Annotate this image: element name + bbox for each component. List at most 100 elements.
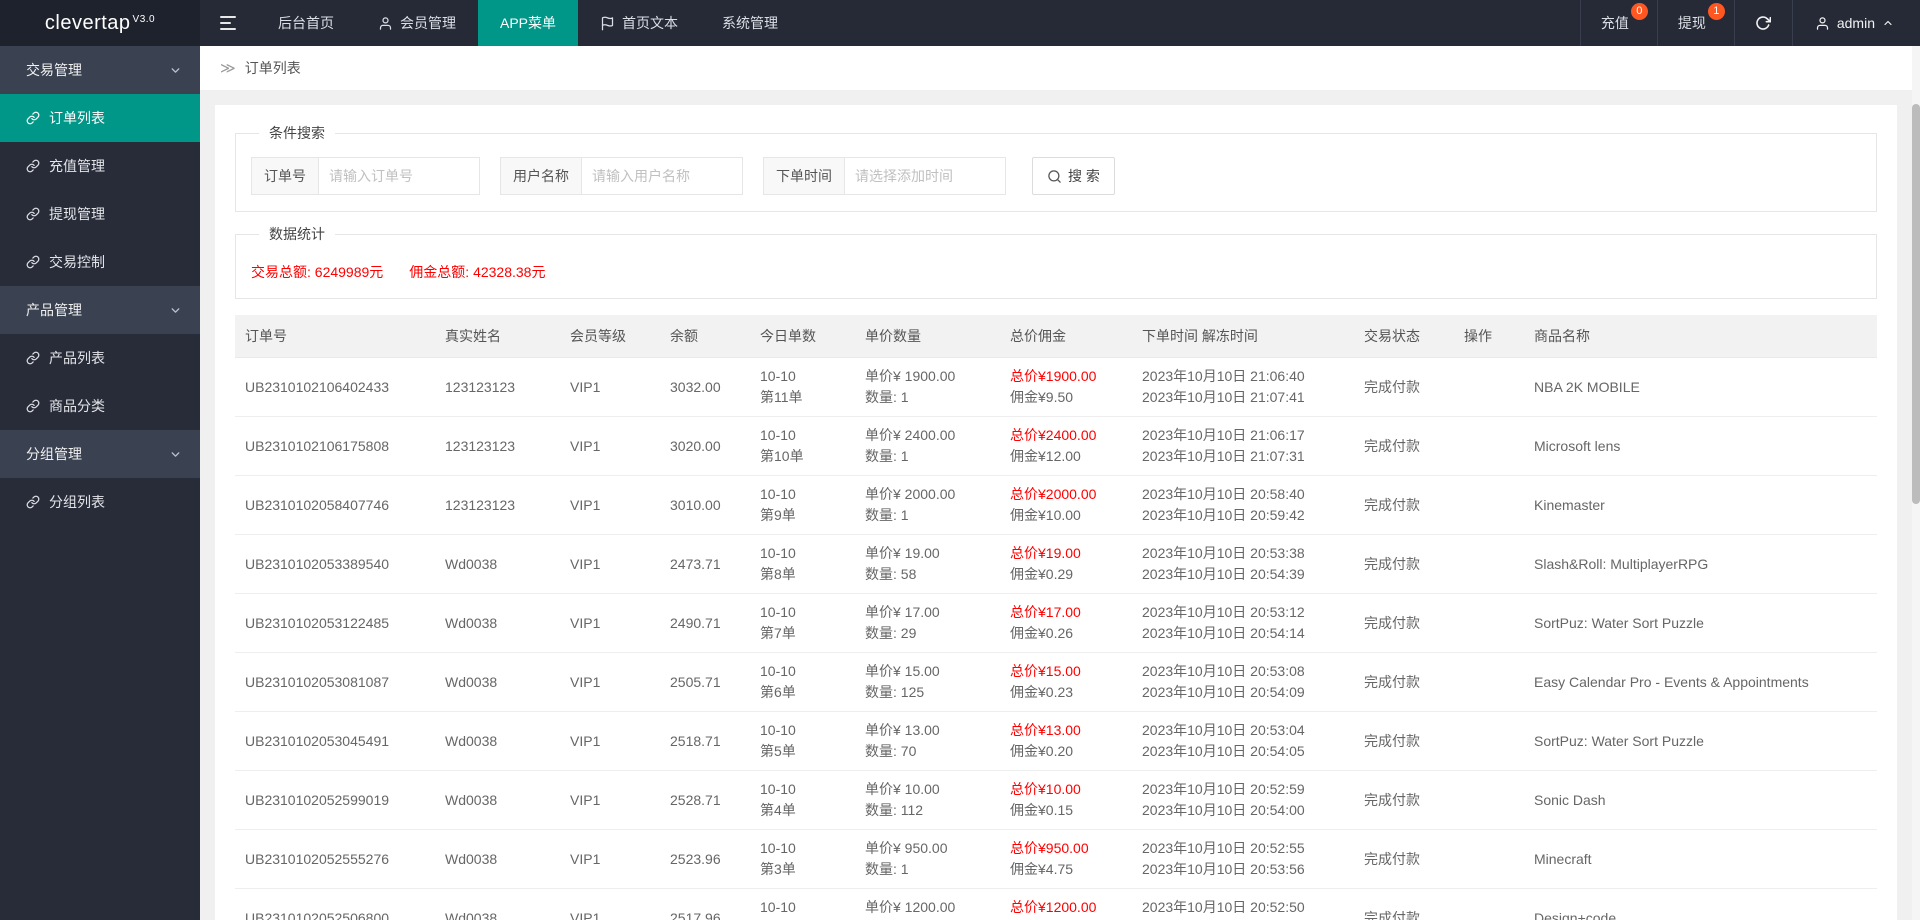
cell-unit-qty: 单价¥ 950.00 数量: 1: [855, 829, 1000, 889]
col-total-commission: 总价佣金: [1000, 315, 1132, 358]
cell-action: [1454, 711, 1524, 771]
cell-level: VIP1: [560, 770, 660, 830]
cell-today-count: 10-10 第6单: [750, 652, 855, 712]
cell-status: 完成付款: [1354, 534, 1454, 594]
col-status: 交易状态: [1354, 315, 1454, 358]
cell-action: [1454, 888, 1524, 920]
sidebar-item-withdraw-mgmt[interactable]: 提现管理: [0, 190, 200, 238]
cell-level: VIP1: [560, 416, 660, 476]
link-icon: [26, 207, 40, 221]
cell-total-commission: 总价¥2400.00 佣金¥12.00: [1000, 416, 1132, 476]
cell-balance: 2523.96: [660, 829, 750, 889]
order-time-input[interactable]: [844, 157, 1006, 195]
cell-action: [1454, 593, 1524, 653]
scrollbar-thumb[interactable]: [1912, 104, 1920, 504]
hamburger-icon: [220, 16, 236, 18]
cell-unit-qty: 单价¥ 2400.00 数量: 1: [855, 416, 1000, 476]
cell-times: 2023年10月10日 20:58:40 2023年10月10日 20:59:42: [1132, 475, 1354, 535]
cell-level: VIP1: [560, 829, 660, 889]
sidebar-group-trade[interactable]: 交易管理: [0, 46, 200, 94]
cell-balance: 2518.71: [660, 711, 750, 771]
sidebar-item-product-list[interactable]: 产品列表: [0, 334, 200, 382]
cell-total-commission: 总价¥17.00 佣金¥0.26: [1000, 593, 1132, 653]
withdraw-button[interactable]: 提现 1: [1656, 0, 1734, 46]
sidebar-item-order-list[interactable]: 订单列表: [0, 94, 200, 142]
sidebar-toggle-button[interactable]: [200, 0, 256, 46]
refresh-button[interactable]: [1733, 0, 1792, 46]
username-input[interactable]: [581, 157, 743, 195]
recharge-button[interactable]: 充值 0: [1579, 0, 1657, 46]
breadcrumb: ≫ 订单列表: [200, 46, 1912, 90]
cell-real-name: Wd0038: [435, 593, 560, 653]
sidebar-group-grouping[interactable]: 分组管理: [0, 430, 200, 478]
nav-item-dashboard[interactable]: 后台首页: [278, 15, 334, 31]
cell-total-commission: 总价¥10.00 佣金¥0.15: [1000, 770, 1132, 830]
cell-status: 完成付款: [1354, 652, 1454, 712]
cell-unit-qty: 单价¥ 10.00 数量: 112: [855, 770, 1000, 830]
orders-table: 订单号 真实姓名 会员等级 余额 今日单数 单价数量 总价佣金 下单时间 解冻时…: [235, 315, 1877, 920]
cell-real-name: Wd0038: [435, 652, 560, 712]
search-row: 订单号 用户名称 下单时间 搜 索: [251, 157, 1861, 195]
stats-legend: 数据统计: [269, 226, 325, 242]
cell-level: VIP1: [560, 711, 660, 771]
cell-unit-qty: 单价¥ 15.00 数量: 125: [855, 652, 1000, 712]
flag-icon: [601, 16, 614, 30]
cell-times: 2023年10月10日 21:06:40 2023年10月10日 21:07:41: [1132, 357, 1354, 417]
sidebar-item-recharge-mgmt[interactable]: 充值管理: [0, 142, 200, 190]
cell-level: VIP1: [560, 357, 660, 417]
user-menu[interactable]: admin: [1791, 0, 1920, 46]
search-button[interactable]: 搜 索: [1032, 157, 1115, 195]
order-time-label: 下单时间: [763, 157, 844, 195]
cell-today-count: 10-10第2单: [750, 888, 855, 920]
sidebar-item-goods-category[interactable]: 商品分类: [0, 382, 200, 430]
username-group: 用户名称: [500, 157, 743, 195]
nav-item-app-menu[interactable]: APP菜单: [478, 0, 579, 46]
cell-order-no: UB2310102052506800: [235, 888, 435, 920]
link-icon: [26, 399, 40, 413]
cell-unit-qty: 单价¥ 1900.00 数量: 1: [855, 357, 1000, 417]
page-scrollbar[interactable]: [1912, 46, 1920, 920]
order-time-group: 下单时间: [763, 157, 1006, 195]
page-title: 订单列表: [244, 60, 301, 76]
cell-real-name: Wd0038: [435, 534, 560, 594]
brand-name: clevertap: [44, 11, 131, 34]
cell-status: 完成付款: [1354, 711, 1454, 771]
cell-status: 完成付款: [1354, 593, 1454, 653]
order-no-input[interactable]: [318, 157, 480, 195]
table-header: 订单号 真实姓名 会员等级 余额 今日单数 单价数量 总价佣金 下单时间 解冻时…: [235, 315, 1877, 358]
cell-real-name: Wd0038: [435, 888, 560, 920]
cell-product: SortPuz: Water Sort Puzzle: [1524, 593, 1877, 653]
cell-balance: 3032.00: [660, 357, 750, 417]
nav-item-home-text[interactable]: 首页文本: [578, 0, 700, 46]
commission-total: 佣金总额: 42328.38元: [409, 264, 546, 280]
cell-today-count: 10-10 第11单: [750, 357, 855, 417]
top-navbar: clevertap V3.0 后台首页 会员管理 APP菜单 首页文本 系统管理…: [0, 0, 1920, 46]
sidebar-item-trade-control[interactable]: 交易控制: [0, 238, 200, 286]
cell-real-name: Wd0038: [435, 770, 560, 830]
cell-unit-qty: 单价¥ 2000.00 数量: 1: [855, 475, 1000, 535]
table-row: UB2310102052506800 Wd0038 VIP1 2517.96 1…: [235, 888, 1877, 920]
table-row: UB2310102053081087 Wd0038 VIP1 2505.71 1…: [235, 652, 1877, 712]
col-action: 操作: [1454, 315, 1524, 358]
link-icon: [26, 255, 40, 269]
cell-order-no: UB2310102053389540: [235, 534, 435, 594]
cell-today-count: 10-10 第10单: [750, 416, 855, 476]
cell-status: 完成付款: [1354, 475, 1454, 535]
chevron-up-icon: [1884, 20, 1892, 26]
nav-item-system[interactable]: 系统管理: [722, 15, 779, 31]
cell-order-no: UB2310102052555276: [235, 829, 435, 889]
sidebar-group-product[interactable]: 产品管理: [0, 286, 200, 334]
nav-item-members[interactable]: 会员管理: [356, 0, 478, 46]
cell-level: VIP1: [560, 888, 660, 920]
link-icon: [26, 351, 40, 365]
table-row: UB2310102106402433 123123123 VIP1 3032.0…: [235, 357, 1877, 417]
cell-action: [1454, 534, 1524, 594]
cell-product: Kinemaster: [1524, 475, 1877, 535]
cell-order-no: UB2310102053081087: [235, 652, 435, 712]
cell-today-count: 10-10 第7单: [750, 593, 855, 653]
sidebar-item-group-list[interactable]: 分组列表: [0, 478, 200, 526]
table-row: UB2310102053389540 Wd0038 VIP1 2473.71 1…: [235, 534, 1877, 594]
trade-total: 交易总额: 6249989元: [251, 264, 384, 280]
